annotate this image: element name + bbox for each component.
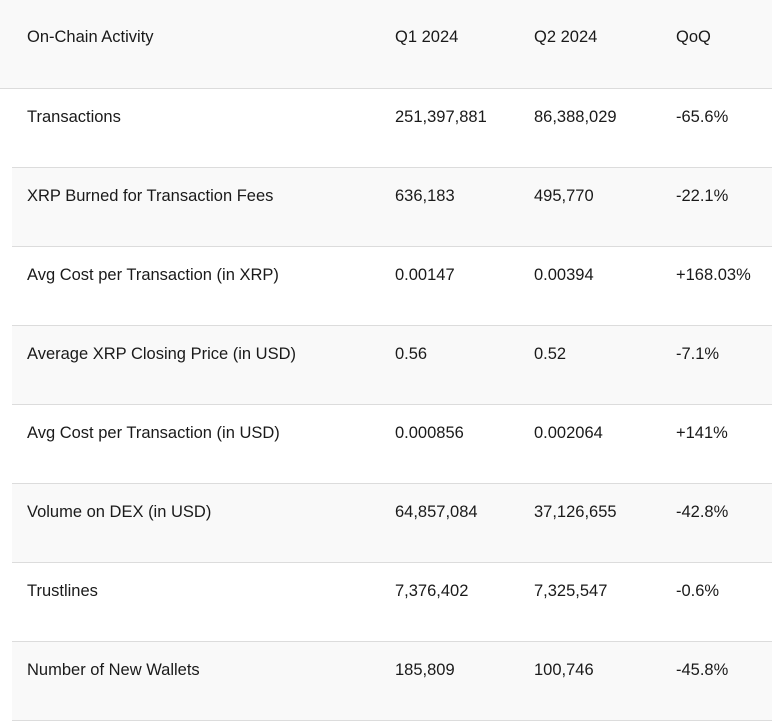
table-cell: 636,183 — [395, 187, 455, 205]
table-cell: 251,397,881 — [395, 108, 487, 126]
header-cell: QoQ — [676, 28, 711, 46]
table-cell: 37,126,655 — [534, 503, 617, 521]
table-cell: 495,770 — [534, 187, 594, 205]
table-row: Average XRP Closing Price (in USD) 0.56 0.… — [12, 326, 772, 405]
row-label: Trustlines — [27, 582, 98, 600]
table-cell: 64,857,084 — [395, 503, 478, 521]
table-cell: 0.002064 — [534, 424, 603, 442]
header-cell: Q2 2024 — [534, 28, 598, 46]
row-label: Avg Cost per Transaction (in XRP) — [27, 266, 279, 284]
header-cell: On-Chain Activity — [27, 28, 154, 46]
table-header: On-Chain Activity Q1 2024 Q2 2024 QoQ — [0, 0, 772, 89]
table-row: Volume on DEX (in USD) 64,857,084 37,126,6… — [12, 484, 772, 563]
table-cell: 7,325,547 — [534, 582, 608, 600]
table-cell: 0.000856 — [395, 424, 464, 442]
table-row: Number of New Wallets 185,809 100,746 -45.8… — [12, 642, 772, 721]
table-cell: -7.1% — [676, 345, 720, 363]
row-label: Volume on DEX (in USD) — [27, 503, 212, 521]
table-cell: 7,376,402 — [395, 582, 469, 600]
table-row: Transactions 251,397,881 86,388,029 -65.6% — [12, 89, 772, 168]
table-cell: -42.8% — [676, 503, 729, 521]
table-row: XRP Burned for Transaction Fees 636,183 49… — [12, 168, 772, 247]
table-row: Avg Cost per Transaction (in XRP) 0.00147… — [12, 247, 772, 326]
table-cell: -45.8% — [676, 661, 729, 679]
table-cell: +141% — [676, 424, 728, 442]
table-cell: -22.1% — [676, 187, 729, 205]
table-row: Trustlines 7,376,402 7,325,547 -0.6% — [12, 563, 772, 642]
row-label: Transactions — [27, 108, 121, 126]
table-cell: 0.52 — [534, 345, 567, 363]
table-row: Avg Cost per Transaction (in USD) 0.00085… — [12, 405, 772, 484]
table-cell: 185,809 — [395, 661, 455, 679]
table-cell: -0.6% — [676, 582, 720, 600]
table-cell: 0.00147 — [395, 266, 455, 284]
row-label: Avg Cost per Transaction (in USD) — [27, 424, 280, 442]
row-label: XRP Burned for Transaction Fees — [27, 187, 274, 205]
table-cell: 100,746 — [534, 661, 594, 679]
table-cell: 0.56 — [395, 345, 428, 363]
table-cell: +168.03% — [676, 266, 751, 284]
table-cell: 86,388,029 — [534, 108, 617, 126]
row-label: Average XRP Closing Price (in USD) — [27, 345, 296, 363]
table-cell: 0.00394 — [534, 266, 594, 284]
row-label: Number of New Wallets — [27, 661, 200, 679]
table-cell: -65.6% — [676, 108, 729, 126]
header-cell: Q1 2024 — [395, 28, 459, 46]
